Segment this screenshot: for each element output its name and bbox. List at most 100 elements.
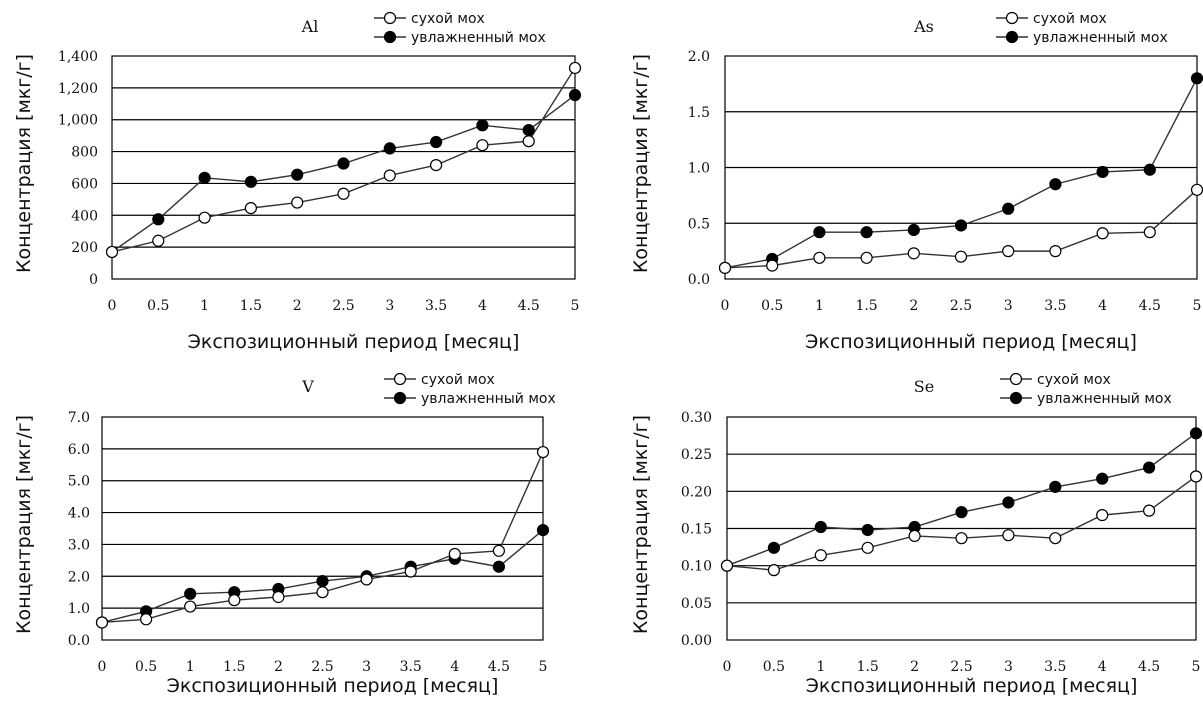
chart-4-x-tick-label: 5 xyxy=(1192,659,1201,675)
chart-4-y-tick-label: 0.15 xyxy=(681,522,712,538)
chart-3-plot-area xyxy=(101,416,544,641)
chart-1-x-tick-label: 2 xyxy=(293,298,302,314)
chart-3-legend-label: сухой мох xyxy=(421,372,495,388)
chart-3-legend-label: увлажненный мох xyxy=(421,391,556,407)
chart-2-series-1-point xyxy=(954,250,968,263)
chart-4-series-1-point xyxy=(1189,470,1203,483)
chart-3-series-1-point xyxy=(140,613,153,626)
chart-3-y-tick-label: 5.0 xyxy=(68,474,90,490)
chart-2-series-1-point xyxy=(1096,227,1109,240)
chart-3-series-1-point xyxy=(228,594,241,607)
chart-2-x-tick-label: 1 xyxy=(815,298,824,314)
chart-1-series-2-point xyxy=(198,171,211,184)
chart-1-y-axis-label: Концентрация [мкг/г] xyxy=(13,54,35,273)
chart-1-plot-area xyxy=(111,55,576,280)
chart-4-series-2-point xyxy=(1142,461,1156,474)
chart-3-series-1-point xyxy=(95,616,109,629)
chart-3-x-tick-label: 3 xyxy=(362,659,371,675)
chart-1-x-axis-label: Экспозиционный период [месяц] xyxy=(188,331,520,353)
chart-2-legend-label: увлажненный мох xyxy=(1033,30,1168,46)
chart-4-x-tick-label: 1 xyxy=(816,659,825,675)
chart-1-legend-marker xyxy=(383,30,397,44)
chart-2-x-tick-label: 2 xyxy=(909,298,918,314)
chart-4-y-tick-label: 0.00 xyxy=(681,633,712,649)
chart-3-legend-marker xyxy=(393,372,407,386)
chart-1-y-tick-label: 400 xyxy=(71,208,98,224)
chart-1-y-tick-label: 200 xyxy=(71,240,98,256)
chart-2-x-tick-label: 0 xyxy=(721,298,730,314)
chart-4-x-tick-label: 0.5 xyxy=(763,659,785,675)
chart-3-x-axis-label: Экспозиционный период [месяц] xyxy=(167,675,499,697)
chart-2-series-2-point xyxy=(860,226,873,239)
chart-4-panel: 0.00 0.05 0.10 0.15 0.20 0.25 0.30 0 0.5 1 1.5 2 2.5… xyxy=(630,372,1203,697)
chart-4-x-tick-label: 1.5 xyxy=(857,659,879,675)
chart-3-x-tick-label: 0.5 xyxy=(135,659,157,675)
chart-3-series-2-point xyxy=(184,587,197,600)
chart-4-y-tick-label: 0.20 xyxy=(681,484,712,500)
chart-1-y-tick-label: 600 xyxy=(71,176,98,192)
chart-2-series-1-point xyxy=(1049,245,1062,258)
chart-4-series-line-2 xyxy=(726,432,1197,567)
chart-3-series-1-point xyxy=(316,586,329,599)
chart-4-x-tick-label: 2.5 xyxy=(950,659,972,675)
chart-4-y-tick-label: 0.30 xyxy=(681,410,712,426)
chart-2-plot-area xyxy=(724,55,1198,280)
chart-1-x-tick-label: 4.5 xyxy=(518,298,540,314)
chart-3-series-1-point xyxy=(492,544,505,557)
chart-3-series-1-point xyxy=(360,573,373,586)
chart-1-x-tick-label: 3 xyxy=(385,298,394,314)
chart-2-panel: 0.0 0.5 1.0 1.5 2.0 0 0.5 1 1.5 2 2.5 3 3.5 4 4.5 5 Эксп… xyxy=(630,11,1203,353)
chart-1-series-2-point xyxy=(568,88,582,102)
chart-4-legend-marker xyxy=(1009,372,1023,386)
chart-3-y-tick-label: 2.0 xyxy=(68,569,90,585)
chart-3-series-2-point xyxy=(492,560,505,573)
chart-2-y-tick-label: 0.5 xyxy=(688,216,710,232)
chart-4-x-tick-label: 4 xyxy=(1098,659,1107,675)
chart-2-series-2-point xyxy=(907,223,920,237)
chart-2-series-2-point xyxy=(1143,163,1156,176)
chart-4-x-tick-label: 4.5 xyxy=(1138,659,1160,675)
chart-4-series-1-point xyxy=(1096,509,1109,522)
chart-1-x-tick-label: 1.5 xyxy=(240,298,262,314)
chart-4-series-2-point xyxy=(1049,480,1062,493)
chart-2-x-tick-label: 3 xyxy=(1004,298,1013,314)
chart-4-x-tick-label: 0 xyxy=(723,659,732,675)
chart-4-series-2-point xyxy=(814,520,827,534)
chart-4-legend-marker xyxy=(1009,391,1023,405)
chart-1-series-1-point xyxy=(244,202,257,215)
chart-1-series-1-point xyxy=(291,196,304,209)
chart-1-panel: 0 200 400 600 800 1,000 1,200 1,400 0 0.5 1 1.5 2 2.5… xyxy=(13,11,582,353)
chart-1-series-2-point xyxy=(244,175,257,188)
chart-4-series-2-point xyxy=(1002,496,1015,509)
chart-2-legend-marker xyxy=(1005,30,1019,44)
chart-4-title: Se xyxy=(914,377,934,396)
chart-3-panel: 0.0 1.0 2.0 3.0 4.0 5.0 6.0 7.0 0 0.5 1 1.5 2 2.5 3 3.5… xyxy=(13,372,556,697)
chart-3-legend-marker xyxy=(393,391,407,405)
chart-3-series-2-point xyxy=(536,523,550,537)
chart-3-series-1-point xyxy=(272,590,285,604)
chart-3-x-tick-label: 4 xyxy=(450,659,459,675)
chart-1-series-line-2 xyxy=(111,94,576,253)
chart-2-series-line-2 xyxy=(724,77,1198,269)
chart-1-y-tick-label: 1,000 xyxy=(58,113,98,129)
chart-1-legend-marker xyxy=(383,11,397,25)
chart-1-x-tick-label: 0 xyxy=(108,298,117,314)
chart-4-legend-label: увлажненный мох xyxy=(1037,391,1172,407)
chart-4-legend-label: сухой мох xyxy=(1037,372,1111,388)
chart-4-series-2-point xyxy=(1189,427,1203,440)
chart-4-series-1-point xyxy=(908,529,921,543)
chart-1-series-1-point xyxy=(337,187,350,200)
chart-2-series-2-point xyxy=(1190,72,1203,85)
chart-4-y-axis-label: Концентрация [мкг/г] xyxy=(630,415,652,634)
chart-3-x-tick-label: 5 xyxy=(539,659,548,675)
chart-2-title: As xyxy=(913,17,934,36)
chart-4-x-tick-label: 3.5 xyxy=(1044,659,1066,675)
chart-2-series-2-point xyxy=(954,219,968,232)
chart-1-series-2-point xyxy=(476,119,489,132)
chart-1-x-tick-label: 0.5 xyxy=(147,298,169,314)
chart-1-series-2-point xyxy=(337,157,350,170)
chart-3-y-tick-label: 3.0 xyxy=(68,537,90,553)
chart-3-x-tick-label: 3.5 xyxy=(400,659,422,675)
chart-4-x-tick-label: 2 xyxy=(910,659,919,675)
